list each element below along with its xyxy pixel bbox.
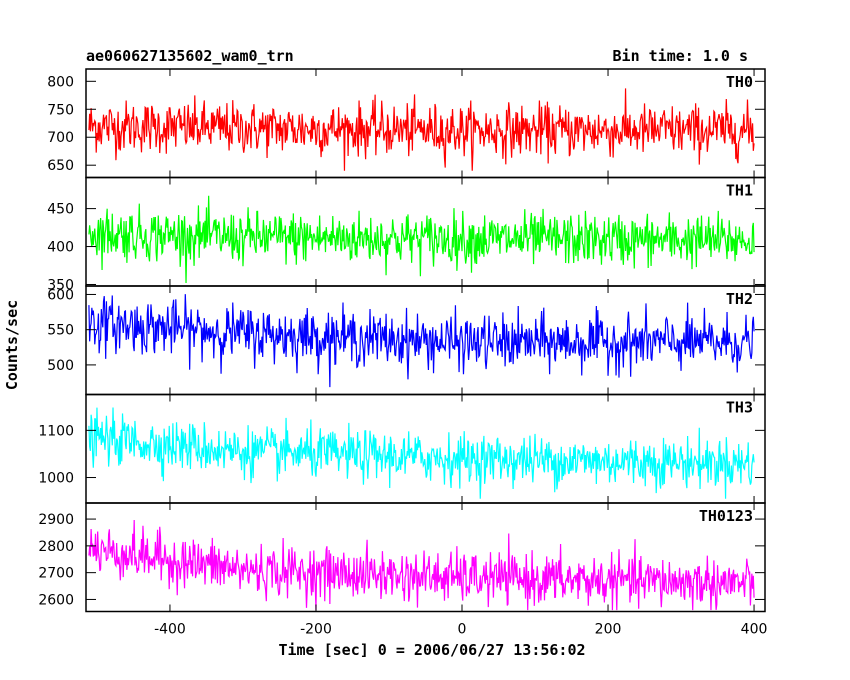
panel-label: TH1: [726, 182, 753, 200]
series-line-TH0: [88, 88, 755, 171]
y-tick-label: 2700: [38, 566, 74, 582]
bin-time-label: Bin time: 1.0 s: [613, 47, 748, 65]
y-tick-label: 350: [47, 277, 74, 293]
y-tick-label: 750: [47, 102, 74, 118]
y-tick-label: 2600: [38, 592, 74, 608]
panel-label: TH0123: [699, 507, 753, 525]
y-tick-label: 2800: [38, 539, 74, 555]
y-tick-label: 2900: [38, 512, 74, 528]
x-tick-label: -200: [300, 622, 332, 638]
x-tick-label: 0: [458, 622, 467, 638]
x-axis-label: Time [sec] 0 = 2006/06/27 13:56:02: [278, 641, 585, 659]
y-tick-label: 600: [47, 287, 74, 303]
y-tick-label: 700: [47, 130, 74, 146]
y-tick-label: 1000: [38, 471, 74, 487]
x-tick-label: 200: [595, 622, 622, 638]
panel-label: TH0: [726, 73, 753, 91]
panel-label: TH3: [726, 399, 753, 417]
series-line-TH1: [88, 195, 755, 283]
chart-title: ae060627135602_wam0_trn: [86, 47, 294, 65]
y-tick-label: 1100: [38, 423, 74, 439]
y-tick-label: 800: [47, 74, 74, 90]
x-tick-label: -400: [154, 622, 186, 638]
series-line-TH3: [88, 407, 755, 499]
y-tick-label: 500: [47, 358, 74, 374]
panels-group: 650 700 750 800 TH0 350 400 450 TH1 500 550 600 TH2 1…: [38, 68, 768, 638]
y-tick-label: 650: [47, 158, 74, 174]
panel-label: TH2: [726, 290, 753, 308]
y-tick-label: 550: [47, 323, 74, 339]
series-line-TH2: [88, 294, 755, 388]
y-tick-label: 450: [47, 202, 74, 218]
panel-frame: [85, 502, 766, 613]
y-tick-label: 400: [47, 240, 74, 256]
y-axis-label: Counts/sec: [3, 300, 21, 390]
series-line-TH0123: [88, 520, 755, 611]
x-tick-label: 400: [741, 622, 768, 638]
